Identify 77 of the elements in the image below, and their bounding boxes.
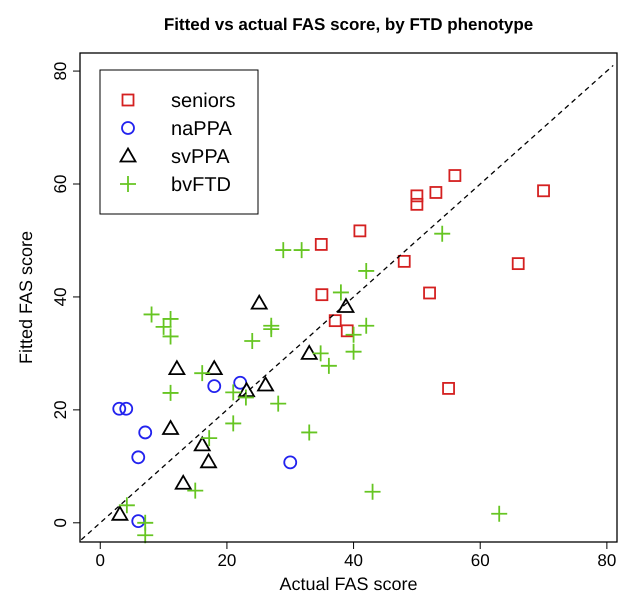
point bbox=[490, 504, 508, 523]
point bbox=[429, 186, 442, 199]
y-axis-title: Fitted FAS score bbox=[16, 230, 36, 364]
point bbox=[186, 482, 204, 500]
point bbox=[332, 284, 350, 302]
point bbox=[344, 326, 362, 344]
point bbox=[262, 320, 280, 338]
point bbox=[283, 455, 298, 470]
point bbox=[194, 436, 211, 452]
legend-label: svPPA bbox=[171, 146, 230, 168]
x-tick-label: 60 bbox=[470, 551, 490, 570]
point bbox=[300, 424, 318, 442]
point bbox=[410, 198, 424, 211]
x-tick-label: 20 bbox=[217, 551, 236, 570]
point bbox=[112, 402, 126, 416]
point bbox=[207, 379, 222, 394]
point bbox=[274, 241, 292, 259]
point bbox=[118, 496, 136, 514]
point bbox=[433, 224, 452, 243]
point bbox=[238, 382, 255, 398]
x-tick-label: 80 bbox=[597, 551, 616, 570]
point bbox=[237, 388, 255, 406]
x-tick-label: 0 bbox=[96, 551, 105, 570]
point bbox=[269, 394, 288, 413]
point bbox=[224, 383, 242, 402]
point bbox=[442, 382, 455, 395]
point bbox=[512, 257, 525, 270]
point bbox=[119, 402, 134, 416]
point bbox=[357, 316, 376, 335]
point bbox=[292, 241, 311, 259]
point bbox=[206, 360, 223, 376]
point bbox=[136, 526, 154, 544]
point bbox=[328, 314, 342, 328]
point bbox=[398, 254, 411, 268]
point bbox=[138, 426, 152, 440]
point bbox=[448, 169, 462, 182]
point bbox=[312, 344, 330, 362]
point bbox=[174, 474, 192, 490]
chart-title: Fitted vs actual FAS score, by FTD phenotype bbox=[164, 15, 534, 34]
point bbox=[168, 360, 186, 376]
point bbox=[300, 345, 318, 360]
legend-label: naPPA bbox=[171, 118, 232, 140]
point bbox=[162, 420, 179, 435]
point bbox=[410, 189, 424, 202]
y-tick-label: 20 bbox=[51, 400, 70, 420]
point bbox=[131, 450, 146, 464]
point bbox=[162, 384, 180, 402]
x-axis-title: Actual FAS score bbox=[279, 574, 418, 594]
legend-label: seniors bbox=[171, 90, 236, 112]
point bbox=[250, 294, 268, 310]
point bbox=[357, 262, 376, 280]
y-tick-label: 40 bbox=[51, 287, 70, 306]
y-tick-label: 0 bbox=[51, 518, 70, 528]
point bbox=[243, 332, 262, 350]
point bbox=[423, 286, 436, 300]
point bbox=[316, 288, 328, 302]
point bbox=[193, 364, 212, 382]
point bbox=[354, 224, 366, 238]
point bbox=[111, 506, 128, 521]
y-tick-label: 80 bbox=[51, 62, 70, 81]
point bbox=[364, 482, 382, 501]
legend-label: bvFTD bbox=[171, 174, 231, 196]
point bbox=[200, 453, 217, 468]
point bbox=[338, 298, 354, 313]
point bbox=[537, 184, 550, 198]
point bbox=[344, 342, 362, 361]
x-tick-label: 40 bbox=[344, 551, 364, 570]
point bbox=[224, 414, 242, 432]
point bbox=[320, 356, 338, 375]
point bbox=[314, 238, 328, 251]
point bbox=[142, 306, 160, 324]
point bbox=[200, 429, 218, 447]
point bbox=[131, 514, 146, 528]
point bbox=[257, 376, 274, 392]
y-tick-label: 60 bbox=[51, 174, 70, 194]
point bbox=[340, 324, 354, 338]
point bbox=[162, 310, 180, 328]
